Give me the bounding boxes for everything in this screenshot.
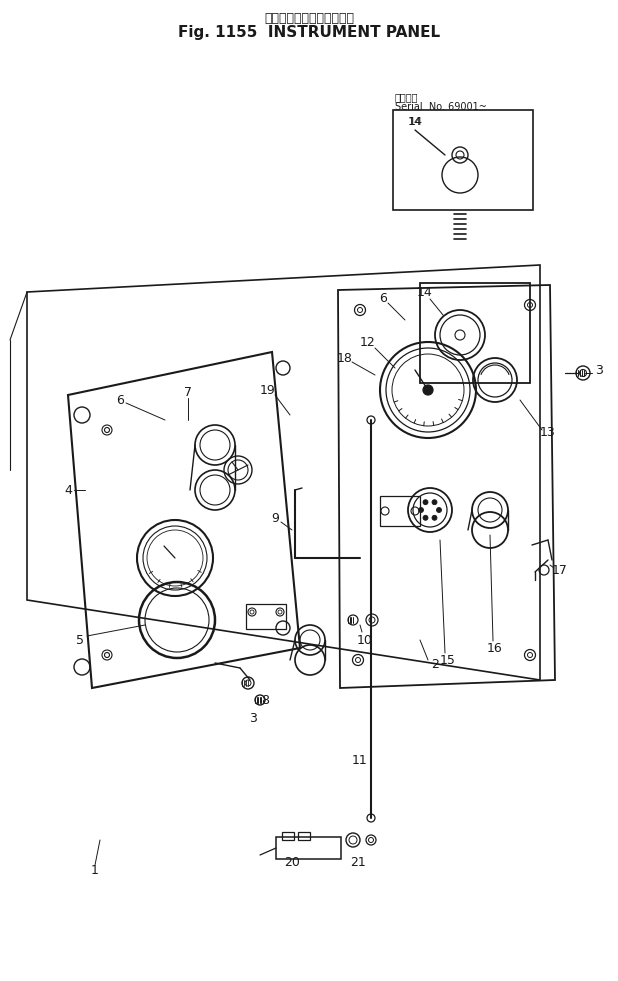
Text: 4: 4: [64, 484, 72, 496]
Text: 20: 20: [284, 855, 300, 868]
Text: 17: 17: [552, 563, 568, 577]
Text: インスツルメント　パネル: インスツルメント パネル: [264, 12, 354, 25]
Circle shape: [432, 515, 437, 520]
Text: 適用番号: 適用番号: [395, 92, 418, 102]
Text: 16: 16: [487, 642, 503, 654]
Circle shape: [436, 507, 441, 512]
Text: 6: 6: [116, 393, 124, 406]
Circle shape: [432, 499, 437, 504]
Text: Serial  No. 69001~: Serial No. 69001~: [395, 102, 487, 112]
Bar: [380, 496, 420, 526]
Bar: [298, 832, 310, 840]
Text: 2: 2: [431, 658, 439, 672]
Text: 3: 3: [249, 711, 257, 725]
Text: 3: 3: [595, 364, 603, 377]
Text: 14: 14: [417, 286, 433, 299]
Text: Fig. 1155  INSTRUMENT PANEL: Fig. 1155 INSTRUMENT PANEL: [178, 26, 440, 40]
Text: 15: 15: [440, 653, 456, 666]
Bar: [282, 832, 294, 840]
Text: 19: 19: [260, 384, 276, 396]
Text: 12: 12: [360, 336, 376, 349]
Bar: [393, 110, 533, 210]
Text: 13: 13: [540, 426, 556, 439]
Text: 6: 6: [379, 291, 387, 304]
Text: 7: 7: [184, 386, 192, 398]
Text: 10: 10: [357, 634, 373, 646]
Circle shape: [423, 515, 428, 520]
Circle shape: [423, 385, 433, 395]
Circle shape: [423, 499, 428, 504]
Text: 21: 21: [350, 855, 366, 868]
Circle shape: [418, 507, 423, 512]
Text: 11: 11: [352, 753, 368, 766]
Text: 14: 14: [409, 117, 423, 127]
Text: 18: 18: [337, 351, 353, 365]
Bar: [420, 283, 530, 383]
Text: 1: 1: [91, 863, 99, 876]
Text: 8: 8: [261, 694, 269, 706]
Bar: [246, 604, 286, 629]
Text: 5: 5: [76, 634, 84, 646]
Text: 9: 9: [271, 511, 279, 525]
Bar: [276, 837, 341, 859]
Text: 14: 14: [408, 117, 422, 127]
